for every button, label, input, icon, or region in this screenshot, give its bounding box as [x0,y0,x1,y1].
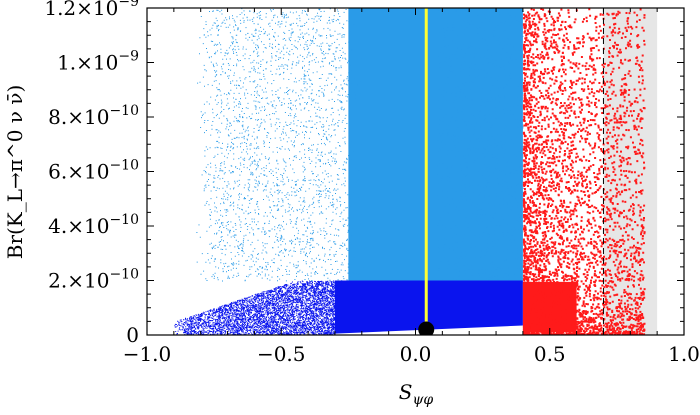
x-tick-label: 0.5 [534,342,566,366]
x-tick-label: −0.5 [257,342,306,366]
y-tick-label: 8.×10−10 [48,103,139,129]
y-tick-mantissa: 4.×10 [48,214,109,238]
series-light-blue [196,8,524,282]
x-tick-label: 1.0 [668,342,700,366]
y-tick-mantissa: 1.2×10 [44,0,118,20]
series-light-blue-dense-band [348,8,523,281]
series-black-point [418,321,435,335]
x-tick-label: −1.0 [123,342,172,366]
y-axis-label: Br(K_L→π^0 ν ν̄) [3,85,27,260]
y-tick-label: 2.×10−10 [48,267,139,293]
x-axis-label-subscript: ψφ [412,392,433,408]
y-tick-mantissa: 1.×10 [57,51,118,75]
series-dark-blue-points [174,280,336,335]
plot-area [147,8,684,335]
y-tick-exponent: −10 [109,267,139,283]
y-tick-mantissa: 2.×10 [48,269,109,293]
series-dark-blue-dense-band [334,280,523,334]
series-dark-blue [174,280,523,335]
y-tick-label: 1.2×10−9 [44,0,139,20]
series-red-points [522,8,646,335]
y-tick-mantissa: 0 [126,323,139,347]
series-red [522,8,646,335]
y-tick-label: 1.×10−9 [57,49,139,75]
y-tick-exponent: −10 [109,103,139,119]
x-tick-label: 0.0 [400,342,432,366]
y-tick-mantissa: 8.×10 [48,105,109,129]
y-tick-exponent: −9 [118,49,139,65]
y-tick-exponent: −10 [109,212,139,228]
axes: −1.0 −0.5 0.0 0.5 1.002.×10−104.×10−106.×10−… [44,0,700,366]
x-axis-label: Sψφ [399,380,434,408]
y-tick-label: 4.×10−10 [48,212,139,238]
x-axis-label-symbol: S [399,380,413,404]
y-tick-exponent: −10 [109,158,139,174]
y-tick-mantissa: 6.×10 [48,160,109,184]
y-tick-exponent: −9 [118,0,139,10]
y-tick-label: 0 [126,323,139,347]
y-tick-label: 6.×10−10 [48,158,139,184]
